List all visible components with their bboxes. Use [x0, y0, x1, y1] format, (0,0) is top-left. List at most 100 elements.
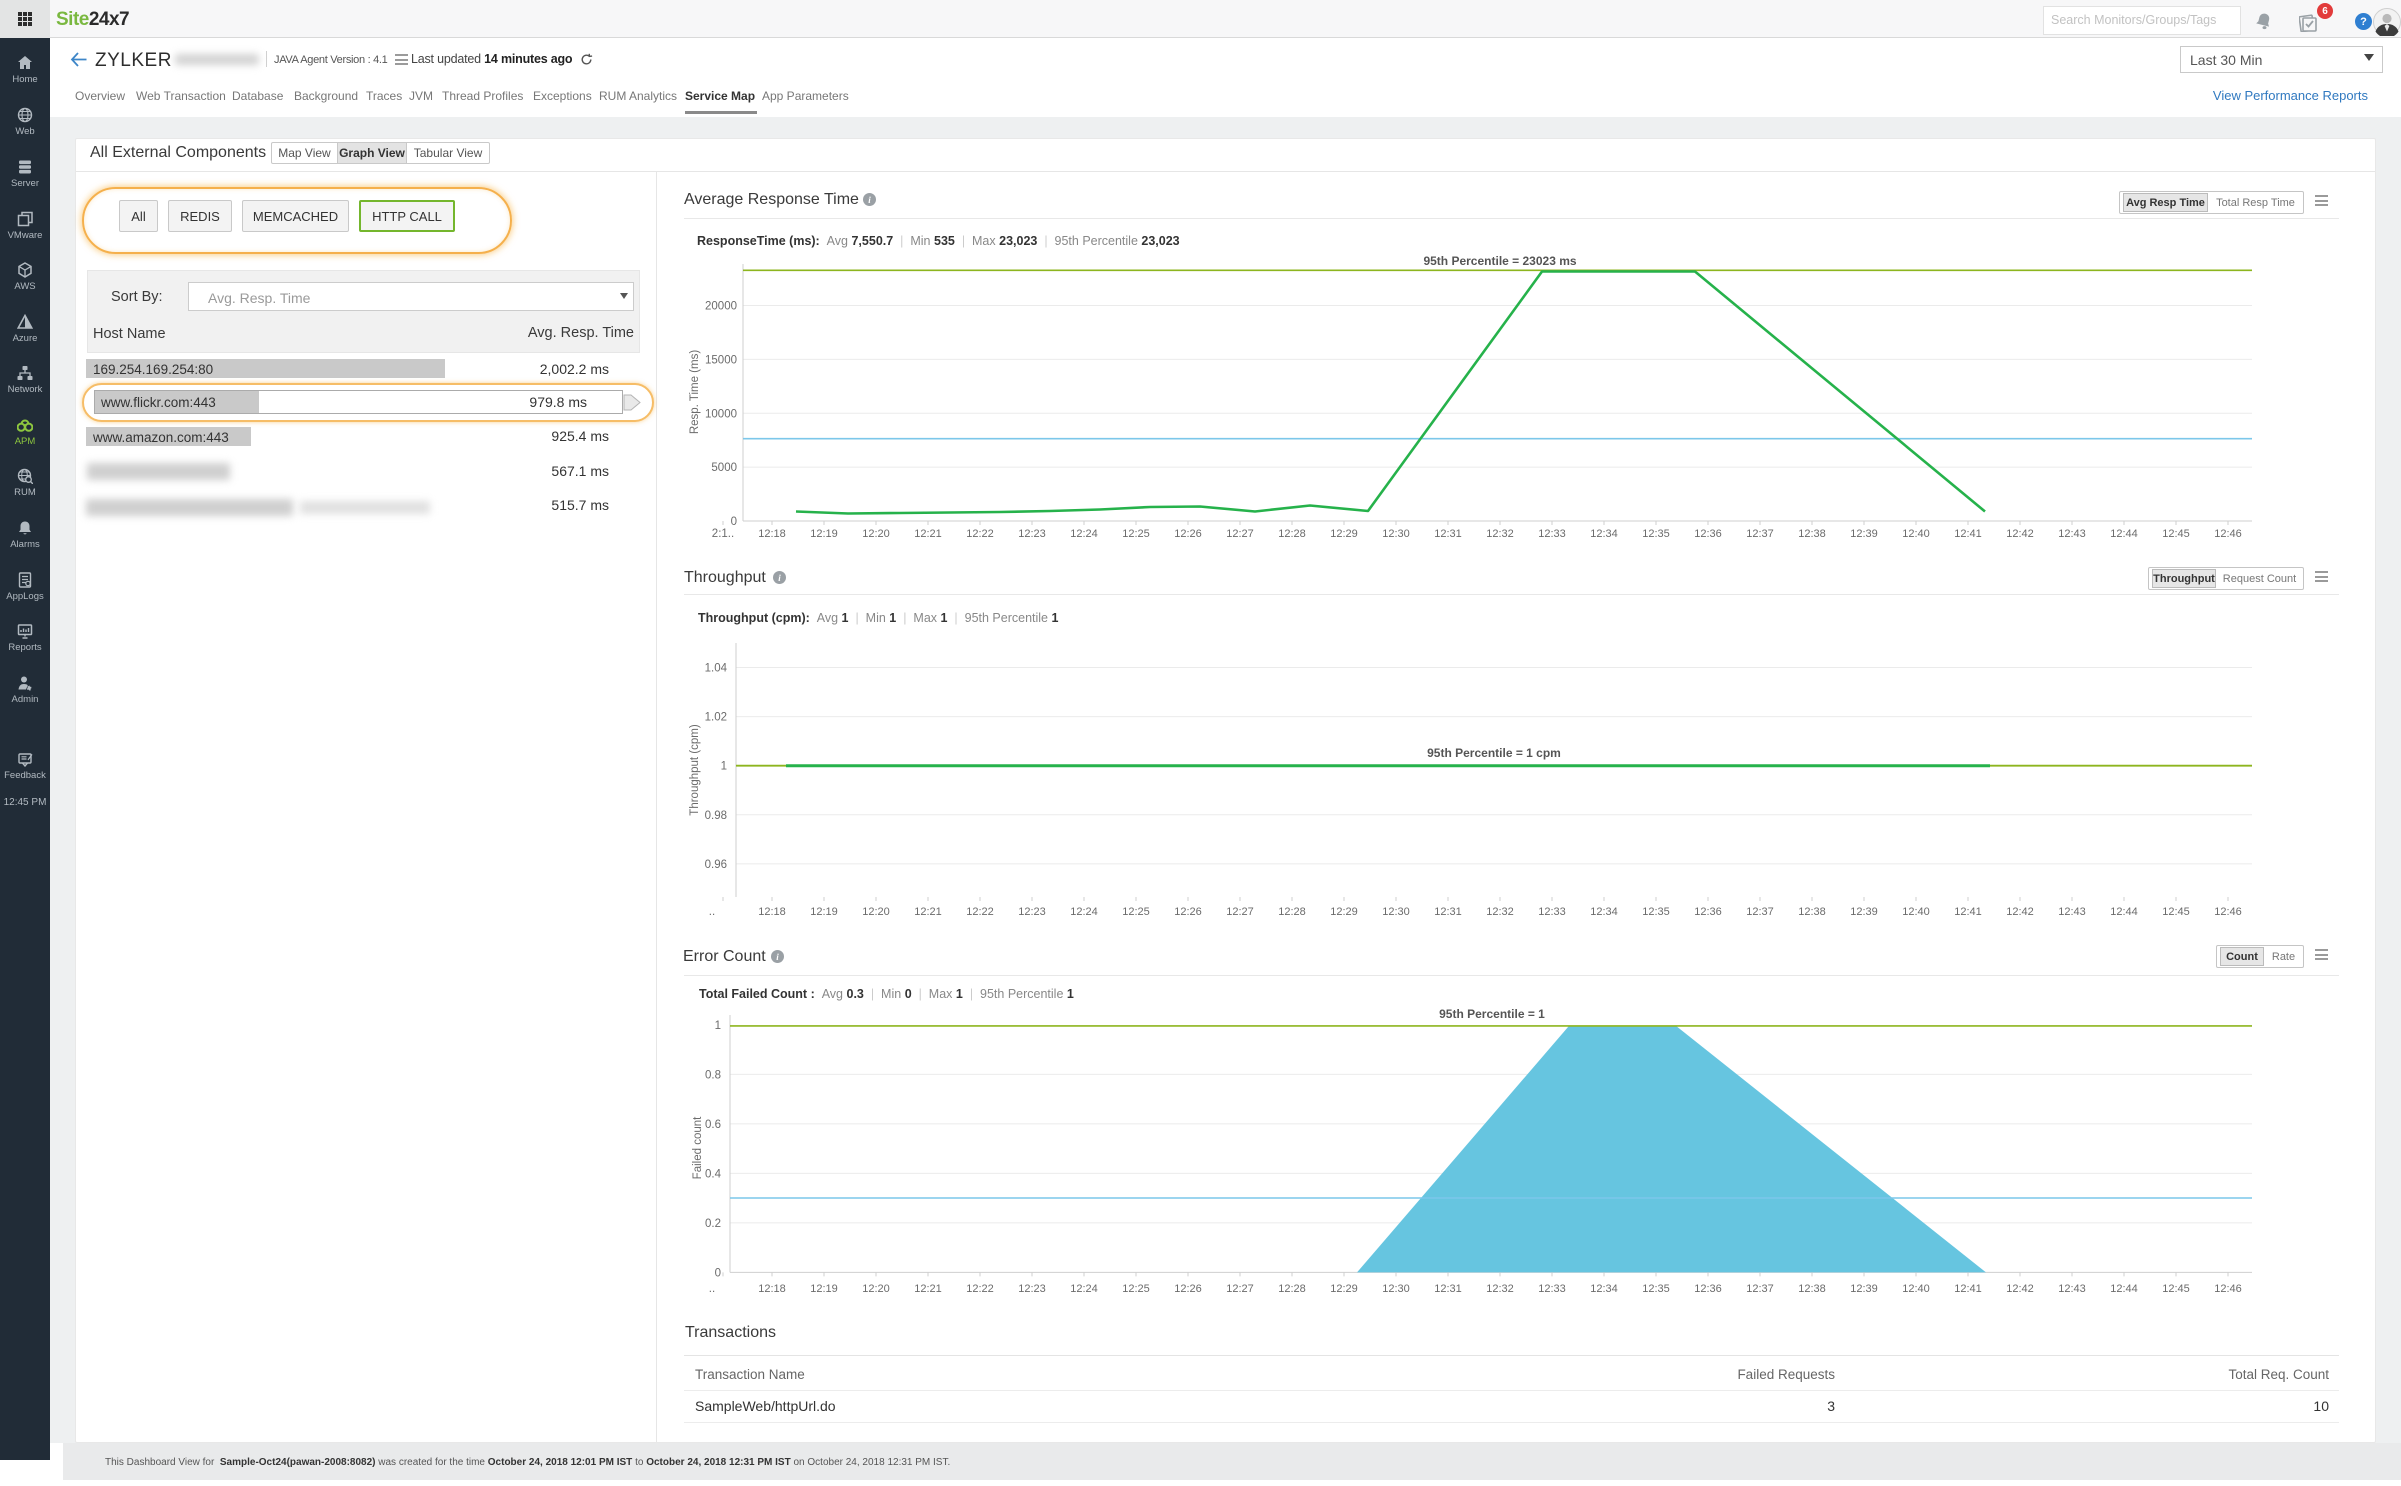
svg-text:12:36: 12:36	[1694, 528, 1722, 540]
svg-text:1.04: 1.04	[705, 663, 728, 675]
svg-text:12:20: 12:20	[862, 906, 890, 918]
svg-text:12:19: 12:19	[810, 1283, 838, 1295]
svg-text:12:30: 12:30	[1382, 906, 1410, 918]
svg-text:12:46: 12:46	[2214, 1283, 2242, 1295]
svg-text:0.6: 0.6	[705, 1119, 721, 1131]
svg-text:0: 0	[731, 516, 737, 528]
svg-text:12:32: 12:32	[1486, 528, 1514, 540]
svg-text:1: 1	[715, 1020, 721, 1032]
svg-text:12:35: 12:35	[1642, 528, 1670, 540]
svg-text:12:22: 12:22	[966, 1283, 994, 1295]
svg-text:..: ..	[709, 1283, 715, 1295]
svg-text:0.4: 0.4	[705, 1168, 722, 1180]
svg-text:10000: 10000	[705, 408, 737, 420]
svg-text:5000: 5000	[711, 462, 737, 474]
svg-text:12:39: 12:39	[1850, 906, 1878, 918]
svg-text:12:36: 12:36	[1694, 906, 1722, 918]
svg-text:95th Percentile = 1 cpm: 95th Percentile = 1 cpm	[1427, 746, 1561, 760]
svg-text:12:18: 12:18	[758, 906, 786, 918]
svg-text:12:41: 12:41	[1954, 528, 1982, 540]
svg-text:12:33: 12:33	[1538, 1283, 1566, 1295]
svg-text:12:44: 12:44	[2110, 906, 2138, 918]
svg-text:12:30: 12:30	[1382, 528, 1410, 540]
svg-text:12:18: 12:18	[758, 1283, 786, 1295]
svg-text:12:28: 12:28	[1278, 906, 1306, 918]
svg-text:12:42: 12:42	[2006, 528, 2034, 540]
svg-text:12:20: 12:20	[862, 528, 890, 540]
svg-text:95th Percentile = 23023 ms: 95th Percentile = 23023 ms	[1423, 254, 1576, 268]
svg-text:0.96: 0.96	[705, 859, 727, 871]
svg-text:12:45: 12:45	[2162, 1283, 2190, 1295]
svg-text:..: ..	[709, 906, 715, 918]
svg-text:12:38: 12:38	[1798, 528, 1826, 540]
svg-text:12:40: 12:40	[1902, 528, 1930, 540]
svg-text:12:43: 12:43	[2058, 528, 2086, 540]
svg-text:12:44: 12:44	[2110, 1283, 2138, 1295]
svg-text:12:37: 12:37	[1746, 1283, 1774, 1295]
svg-text:12:28: 12:28	[1278, 1283, 1306, 1295]
svg-text:12:44: 12:44	[2110, 528, 2138, 540]
svg-text:12:34: 12:34	[1590, 528, 1618, 540]
svg-text:12:20: 12:20	[862, 1283, 890, 1295]
svg-text:12:40: 12:40	[1902, 1283, 1930, 1295]
svg-text:12:22: 12:22	[966, 906, 994, 918]
svg-text:12:31: 12:31	[1434, 906, 1462, 918]
svg-text:12:19: 12:19	[810, 528, 838, 540]
svg-text:12:23: 12:23	[1018, 528, 1046, 540]
svg-text:12:22: 12:22	[966, 528, 994, 540]
svg-text:12:26: 12:26	[1174, 528, 1202, 540]
svg-text:12:29: 12:29	[1330, 528, 1358, 540]
svg-text:12:45: 12:45	[2162, 906, 2190, 918]
svg-text:12:33: 12:33	[1538, 528, 1566, 540]
svg-text:12:32: 12:32	[1486, 1283, 1514, 1295]
svg-text:12:40: 12:40	[1902, 906, 1930, 918]
svg-text:12:43: 12:43	[2058, 906, 2086, 918]
svg-text:12:42: 12:42	[2006, 906, 2034, 918]
svg-text:12:34: 12:34	[1590, 906, 1618, 918]
svg-text:12:29: 12:29	[1330, 1283, 1358, 1295]
svg-text:12:25: 12:25	[1122, 1283, 1150, 1295]
svg-text:2:1..: 2:1..	[712, 528, 734, 540]
svg-text:12:24: 12:24	[1070, 1283, 1098, 1295]
svg-text:0.2: 0.2	[705, 1218, 721, 1230]
svg-text:12:27: 12:27	[1226, 1283, 1254, 1295]
svg-text:12:26: 12:26	[1174, 1283, 1202, 1295]
svg-text:Failed count: Failed count	[692, 1116, 704, 1179]
svg-text:12:32: 12:32	[1486, 906, 1514, 918]
svg-text:12:25: 12:25	[1122, 528, 1150, 540]
svg-text:12:38: 12:38	[1798, 1283, 1826, 1295]
svg-text:12:31: 12:31	[1434, 528, 1462, 540]
svg-text:12:21: 12:21	[914, 1283, 942, 1295]
svg-text:12:41: 12:41	[1954, 1283, 1982, 1295]
svg-text:12:27: 12:27	[1226, 528, 1254, 540]
svg-text:12:23: 12:23	[1018, 906, 1046, 918]
svg-text:12:18: 12:18	[758, 528, 786, 540]
svg-text:12:45: 12:45	[2162, 528, 2190, 540]
svg-text:12:41: 12:41	[1954, 906, 1982, 918]
svg-text:12:34: 12:34	[1590, 1283, 1618, 1295]
svg-text:15000: 15000	[705, 354, 737, 366]
svg-text:12:36: 12:36	[1694, 1283, 1722, 1295]
svg-text:12:39: 12:39	[1850, 528, 1878, 540]
svg-text:12:28: 12:28	[1278, 528, 1306, 540]
svg-text:12:46: 12:46	[2214, 528, 2242, 540]
svg-text:12:29: 12:29	[1330, 906, 1358, 918]
svg-text:0: 0	[715, 1267, 721, 1279]
svg-text:12:37: 12:37	[1746, 528, 1774, 540]
svg-text:12:19: 12:19	[810, 906, 838, 918]
svg-text:12:35: 12:35	[1642, 906, 1670, 918]
svg-text:12:42: 12:42	[2006, 1283, 2034, 1295]
svg-text:12:21: 12:21	[914, 906, 942, 918]
svg-text:12:46: 12:46	[2214, 906, 2242, 918]
svg-text:Throughput (cpm): Throughput (cpm)	[689, 724, 701, 816]
svg-text:0.8: 0.8	[705, 1069, 721, 1081]
svg-text:12:35: 12:35	[1642, 1283, 1670, 1295]
svg-text:Resp. Time (ms): Resp. Time (ms)	[689, 350, 701, 435]
svg-text:12:24: 12:24	[1070, 906, 1098, 918]
svg-text:12:39: 12:39	[1850, 1283, 1878, 1295]
svg-text:1.02: 1.02	[705, 712, 727, 724]
svg-text:12:23: 12:23	[1018, 1283, 1046, 1295]
svg-text:12:33: 12:33	[1538, 906, 1566, 918]
svg-text:12:21: 12:21	[914, 528, 942, 540]
svg-text:12:27: 12:27	[1226, 906, 1254, 918]
